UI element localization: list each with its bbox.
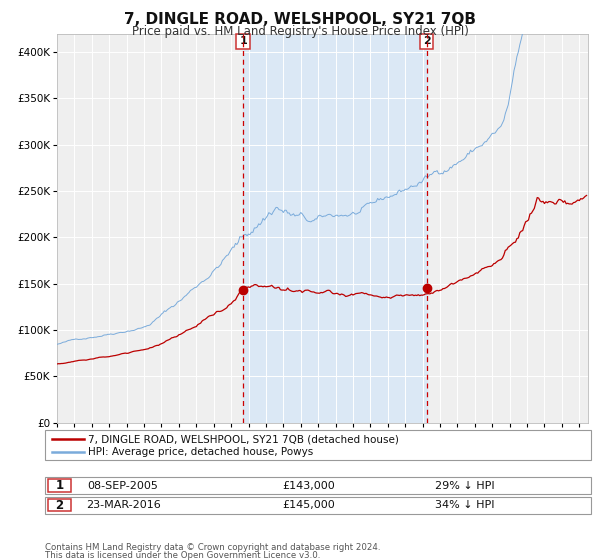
Text: 7, DINGLE ROAD, WELSHPOOL, SY21 7QB (detached house): 7, DINGLE ROAD, WELSHPOOL, SY21 7QB (det… — [88, 434, 399, 444]
Text: 34% ↓ HPI: 34% ↓ HPI — [435, 500, 495, 510]
Text: 1: 1 — [239, 36, 247, 46]
Text: 08-SEP-2005: 08-SEP-2005 — [88, 480, 158, 491]
Text: £143,000: £143,000 — [283, 480, 335, 491]
Text: £145,000: £145,000 — [283, 500, 335, 510]
Text: 7, DINGLE ROAD, WELSHPOOL, SY21 7QB: 7, DINGLE ROAD, WELSHPOOL, SY21 7QB — [124, 12, 476, 27]
Text: Price paid vs. HM Land Registry's House Price Index (HPI): Price paid vs. HM Land Registry's House … — [131, 25, 469, 38]
Text: 1: 1 — [55, 479, 64, 492]
Text: 2: 2 — [55, 498, 64, 512]
Text: Contains HM Land Registry data © Crown copyright and database right 2024.: Contains HM Land Registry data © Crown c… — [45, 543, 380, 552]
Text: 29% ↓ HPI: 29% ↓ HPI — [435, 480, 495, 491]
Bar — [243, 34, 427, 423]
Text: This data is licensed under the Open Government Licence v3.0.: This data is licensed under the Open Gov… — [45, 551, 320, 560]
Text: 2: 2 — [423, 36, 430, 46]
Text: HPI: Average price, detached house, Powys: HPI: Average price, detached house, Powy… — [88, 447, 313, 457]
Text: 23-MAR-2016: 23-MAR-2016 — [86, 500, 160, 510]
